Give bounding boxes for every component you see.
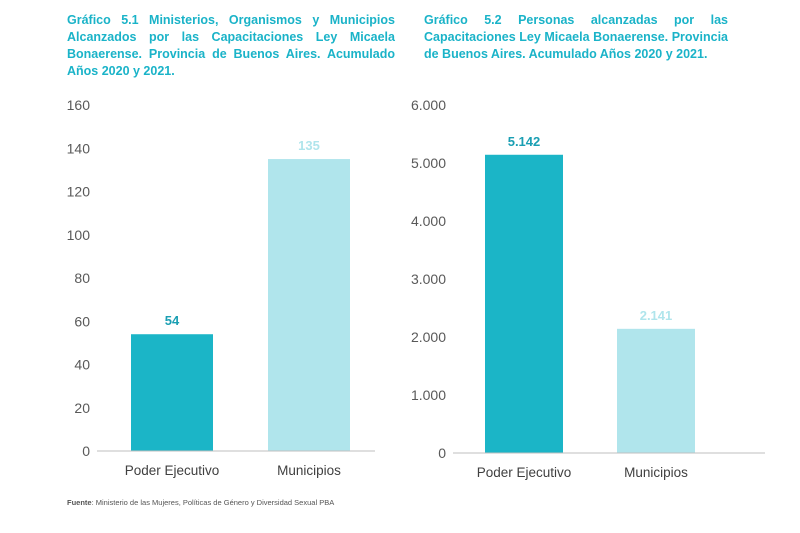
y-tick-label: 0 xyxy=(438,445,446,461)
category-label: Poder Ejecutivo xyxy=(125,463,220,478)
bar-poder-ejecutivo xyxy=(131,334,213,451)
bar-poder-ejecutivo xyxy=(485,154,563,453)
y-tick-label: 100 xyxy=(67,227,91,243)
y-tick-label: 80 xyxy=(74,270,90,286)
chart-1: 0 20 40 60 80 100 120 140 160 54 Poder Ejecutivo 13… xyxy=(67,97,375,478)
source-text: : Ministerio de las Mujeres, Políticas d… xyxy=(91,498,335,507)
y-tick-label: 0 xyxy=(82,443,90,459)
category-label: Municipios xyxy=(624,465,688,480)
y-tick-label: 2.000 xyxy=(411,329,446,345)
y-tick-label: 160 xyxy=(67,97,91,113)
y-tick-label: 40 xyxy=(74,357,90,373)
data-label: 5.142 xyxy=(508,134,541,149)
y-tick-label: 60 xyxy=(74,313,90,329)
chart-1-title: Gráfico 5.1 Ministerios, Organismos y Mu… xyxy=(67,13,395,78)
y-tick-label: 120 xyxy=(67,184,91,200)
y-tick-label: 6.000 xyxy=(411,97,446,113)
data-label: 2.141 xyxy=(640,308,673,323)
source-note: Fuente: Ministerio de las Mujeres, Polít… xyxy=(67,498,334,507)
source-label: Fuente xyxy=(67,498,92,507)
category-label: Municipios xyxy=(277,463,341,478)
y-tick-label: 3.000 xyxy=(411,271,446,287)
bar-municipios xyxy=(617,328,695,453)
y-tick-label: 1.000 xyxy=(411,387,446,403)
chart-2-title: Gráfico 5.2 Personas alcanzadas por las … xyxy=(424,13,728,61)
y-tick-label: 140 xyxy=(67,140,91,156)
y-tick-label: 5.000 xyxy=(411,155,446,171)
bar-municipios xyxy=(268,159,350,451)
category-label: Poder Ejecutivo xyxy=(477,465,572,480)
data-label: 135 xyxy=(298,138,320,153)
y-tick-label: 20 xyxy=(74,400,90,416)
data-label: 54 xyxy=(165,313,180,328)
y-tick-label: 4.000 xyxy=(411,213,446,229)
